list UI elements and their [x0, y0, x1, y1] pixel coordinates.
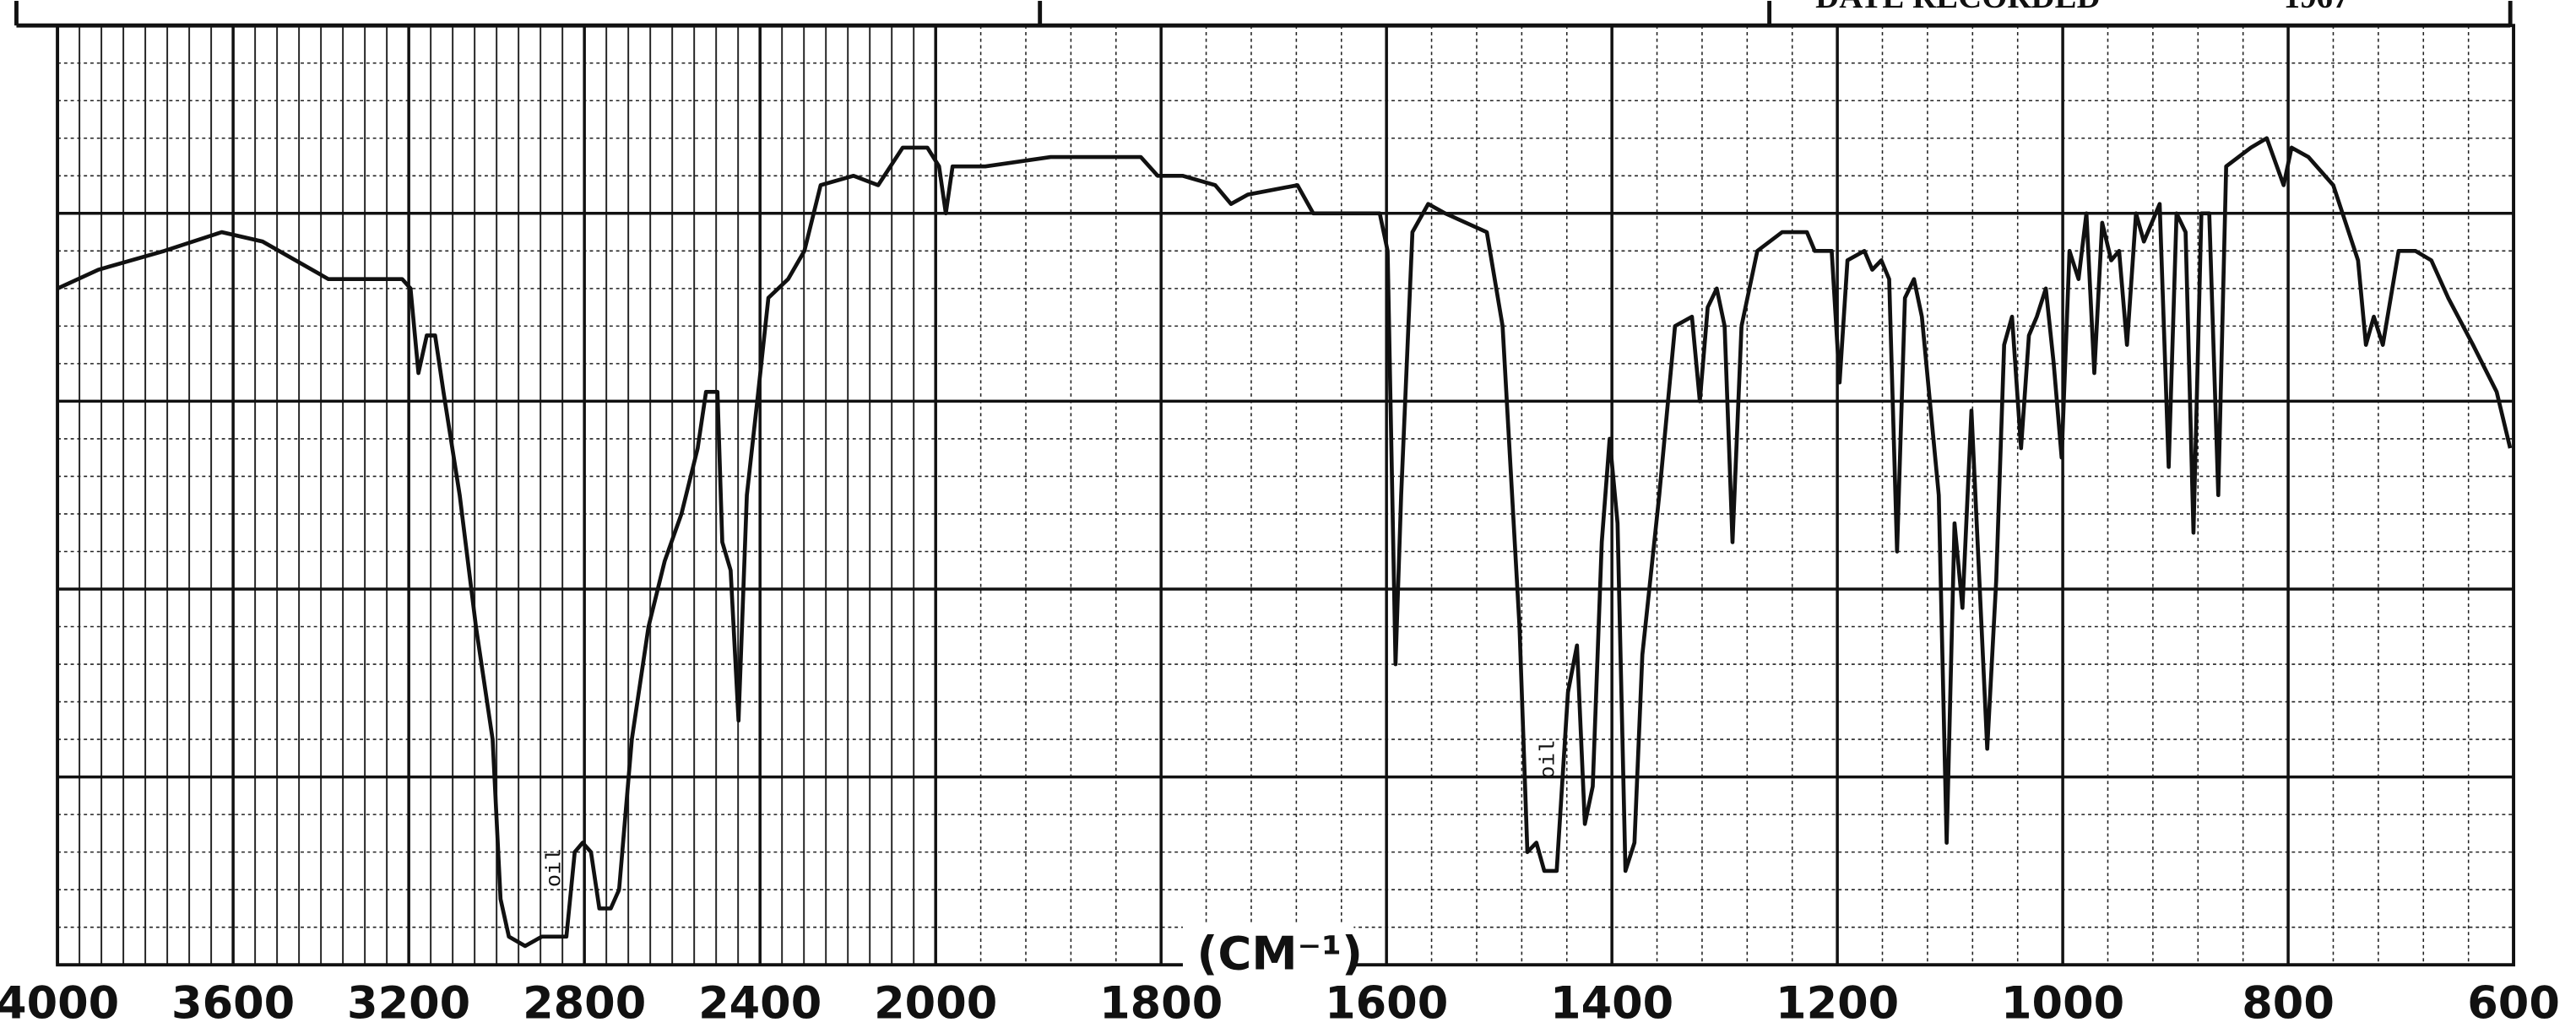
x-tick-label: 1400 — [1550, 977, 1673, 1029]
x-tick-label: 600 — [2467, 977, 2560, 1029]
annotation: oil — [543, 849, 567, 888]
x-tick-label: 3200 — [347, 977, 470, 1029]
x-tick-label: 3600 — [171, 977, 295, 1029]
x-tick-label: 2400 — [698, 977, 822, 1029]
x-tick-label: 2800 — [523, 977, 646, 1029]
x-tick-label: 1200 — [1776, 977, 1899, 1029]
annotation: oil — [1537, 740, 1561, 779]
x-tick-label: 2000 — [874, 977, 997, 1029]
x-label-bg — [1182, 923, 1354, 983]
x-tick-label: 1600 — [1325, 977, 1448, 1029]
x-tick-label: 800 — [2242, 977, 2335, 1029]
plot — [57, 136, 2513, 949]
header-value: 1967 — [2284, 0, 2350, 15]
spectrum-line — [57, 136, 2513, 949]
x-tick-label: 4000 — [0, 977, 119, 1029]
x-tick-label: 1000 — [2001, 977, 2124, 1029]
grid — [56, 24, 2516, 967]
x-axis-label: (CM⁻¹) — [1196, 927, 1363, 981]
x-tick-label: 1800 — [1099, 977, 1223, 1029]
header-label: DATE RECORDED — [1815, 0, 2101, 15]
